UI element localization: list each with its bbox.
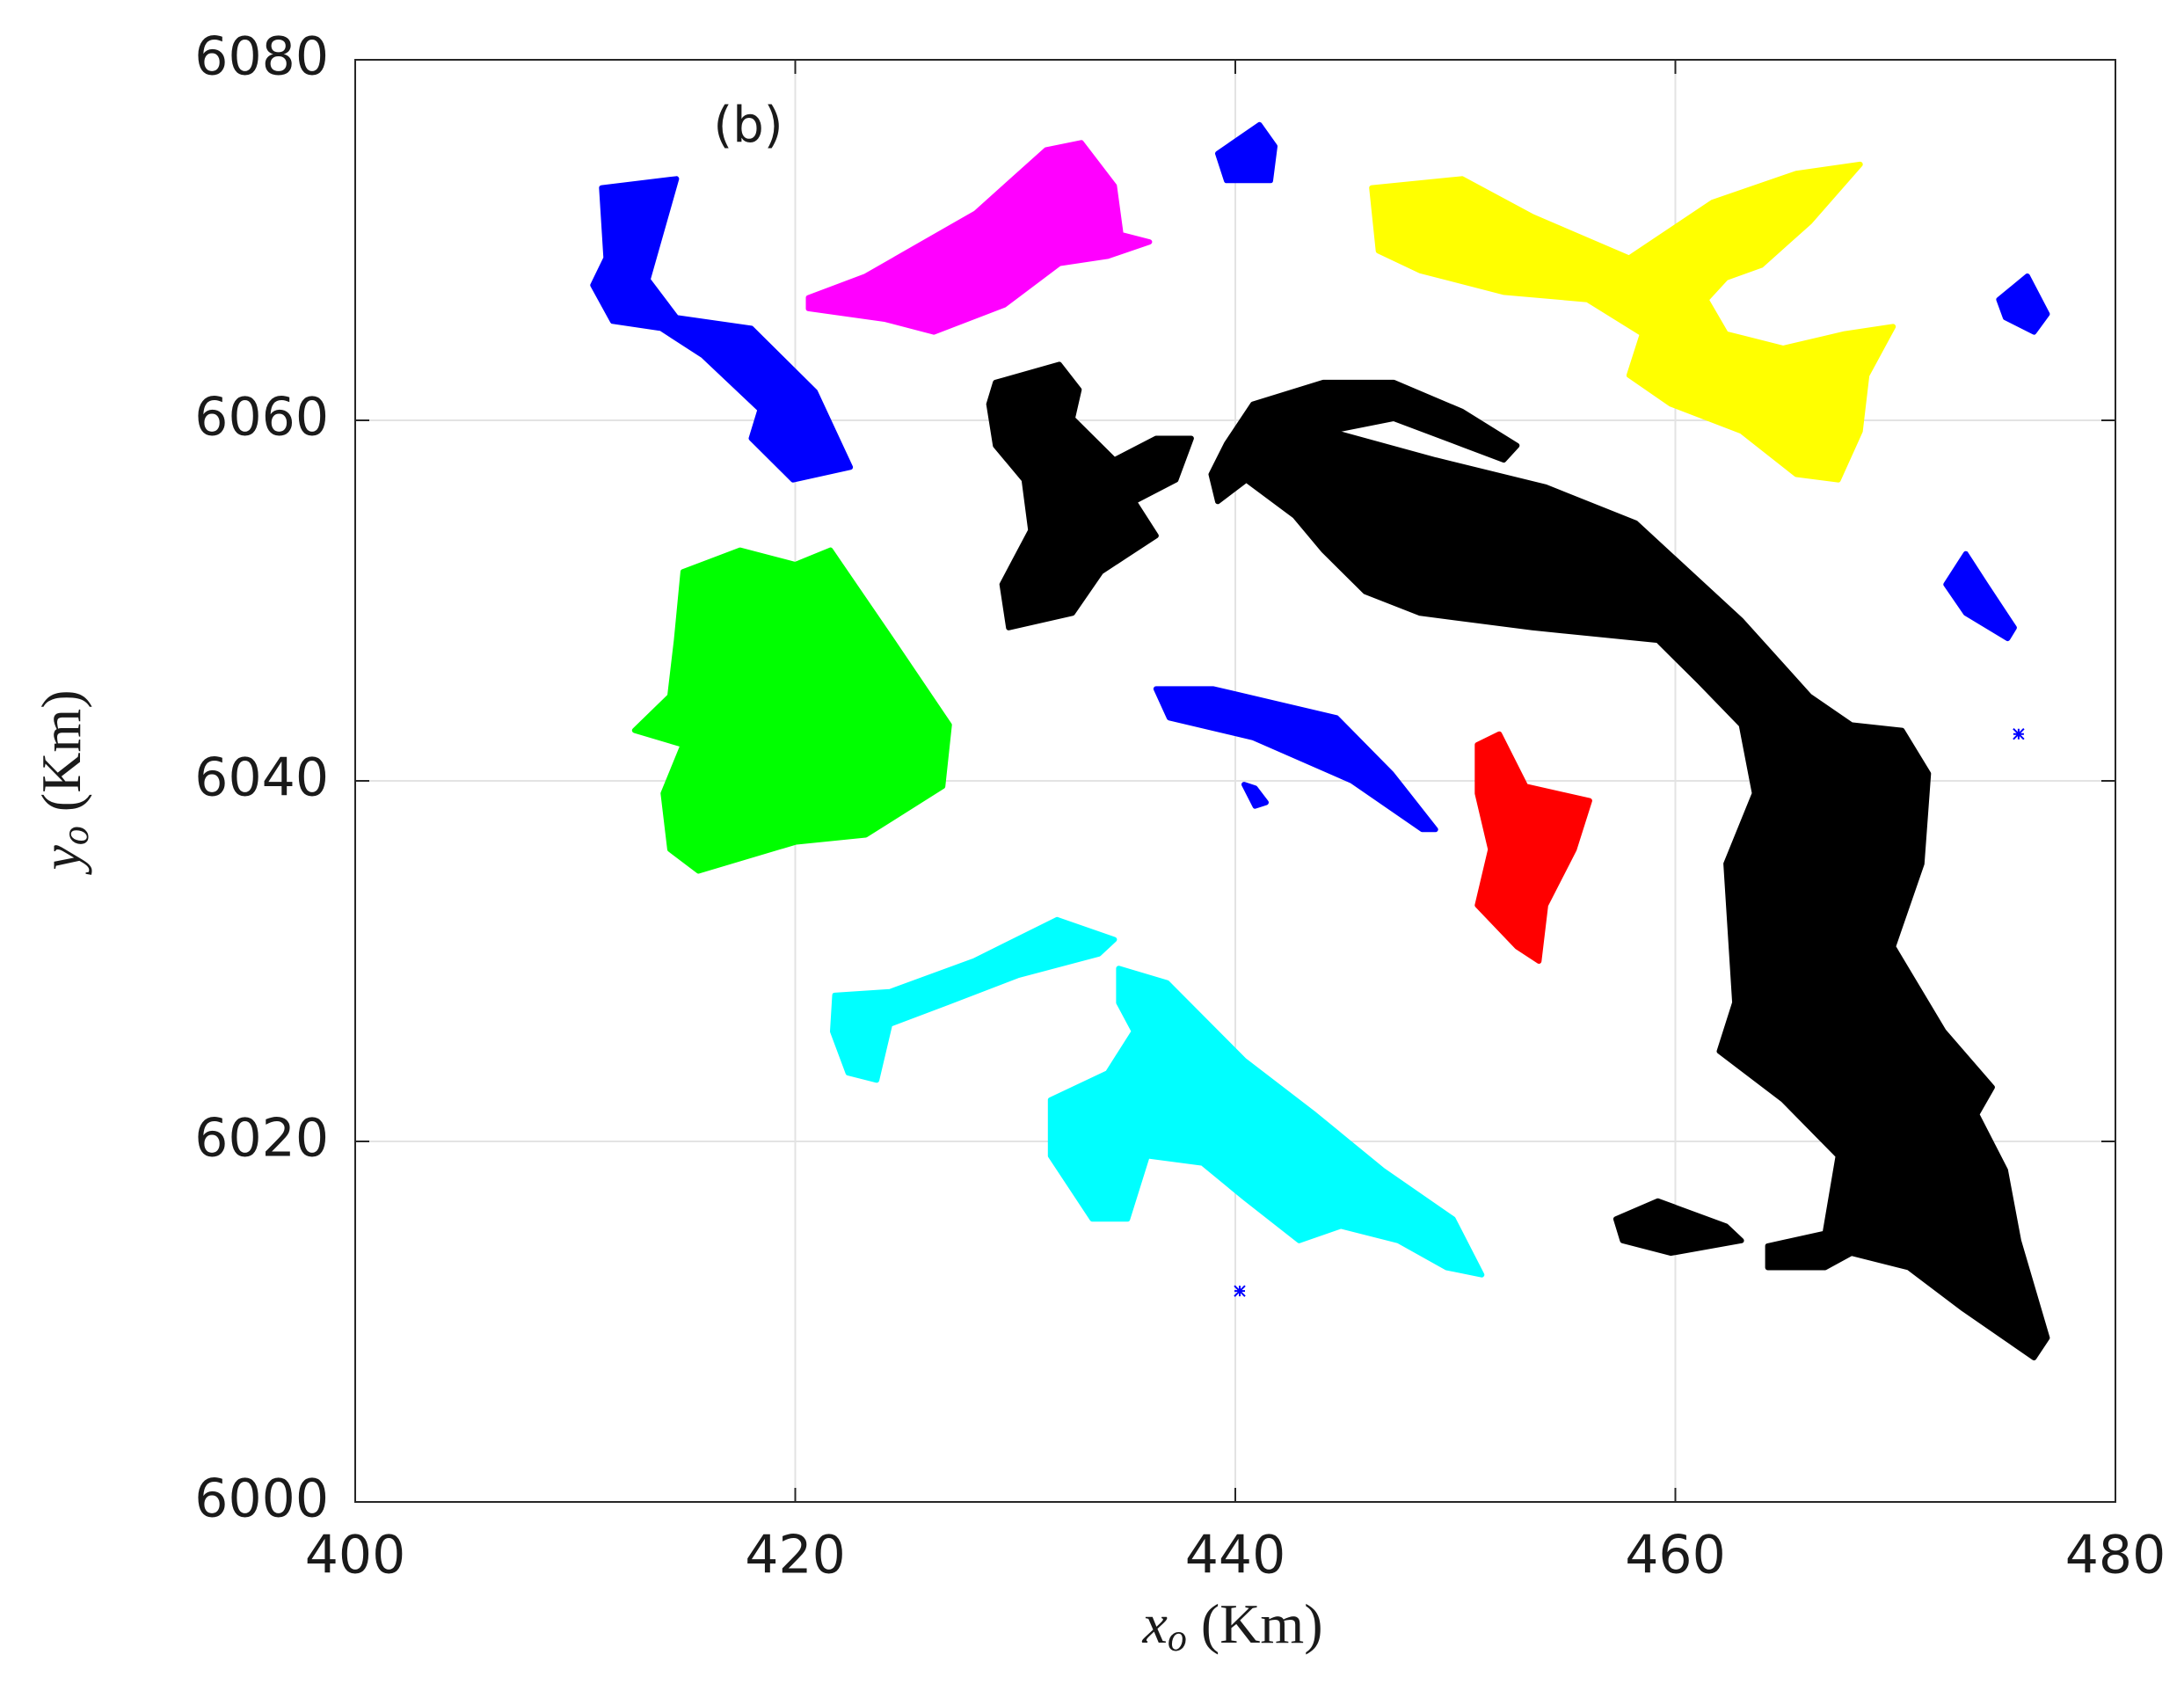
x-tick-label: 420 <box>745 1525 846 1586</box>
y-axis-label: yo (Km) <box>30 689 97 875</box>
y-tick-label: 6000 <box>194 1469 329 1530</box>
x-axis-subscript: o <box>1168 1616 1187 1659</box>
y-axis-symbol: y <box>30 845 92 876</box>
point-cluster <box>1613 1198 1744 1257</box>
point-cluster <box>805 140 1153 335</box>
point-cluster <box>1474 731 1592 964</box>
point-cluster <box>1153 686 1438 833</box>
point-cluster <box>1047 966 1485 1278</box>
x-tick-label: 460 <box>1625 1525 1726 1586</box>
x-tick-label: 440 <box>1185 1525 1286 1586</box>
x-axis-symbol: x <box>1141 1593 1167 1655</box>
point-cluster <box>1208 379 2050 1360</box>
x-axis-unit: (Km) <box>1201 1593 1323 1655</box>
x-tick-label: 400 <box>305 1525 406 1586</box>
point-cluster <box>1996 273 2050 335</box>
point-cluster <box>1943 550 2017 642</box>
y-axis-subscript: o <box>54 826 97 845</box>
point-cluster <box>631 547 952 874</box>
x-axis-label: xo (Km) <box>1141 1593 1322 1659</box>
point-cluster <box>830 916 1117 1083</box>
y-tick-label: 6060 <box>194 387 329 448</box>
y-tick-label: 6080 <box>194 26 329 88</box>
point-cluster <box>590 176 854 483</box>
point-cluster <box>1369 161 1896 483</box>
point <box>1234 1285 1246 1297</box>
axes-box <box>354 59 2116 1503</box>
y-tick-label: 6040 <box>194 747 329 809</box>
y-axis-unit: (Km) <box>30 689 92 812</box>
y-tick-label: 6020 <box>194 1108 329 1170</box>
point-cluster <box>1215 121 1278 184</box>
x-tick-label: 480 <box>2065 1525 2166 1586</box>
point <box>2013 727 2025 740</box>
point-cluster <box>1241 782 1269 809</box>
point-cluster <box>986 361 1194 630</box>
annotation: (b) <box>713 97 783 154</box>
